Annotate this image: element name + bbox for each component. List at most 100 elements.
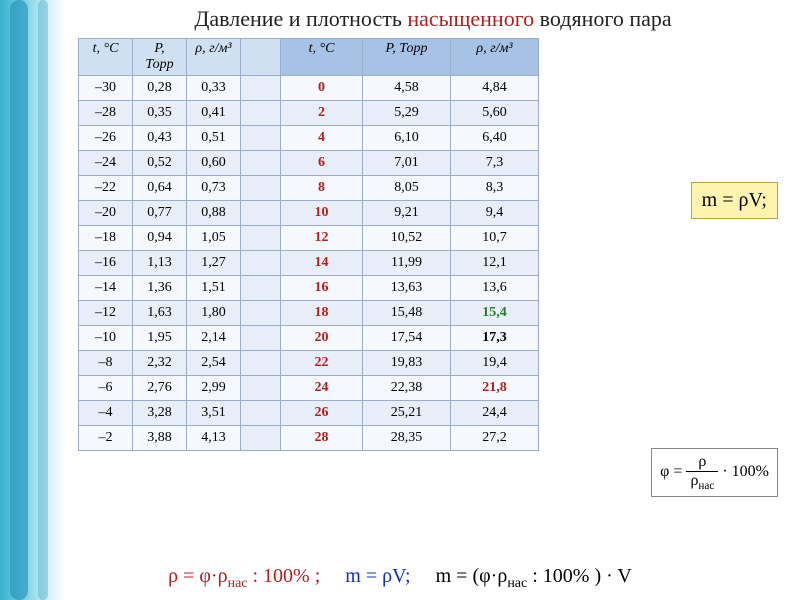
table-row: –220,640,7388,058,3 — [79, 176, 539, 201]
table-cell: 4,13 — [187, 426, 241, 451]
table-cell: 0,77 — [133, 201, 187, 226]
table-cell: 1,95 — [133, 326, 187, 351]
table-spacer-cell — [241, 401, 281, 426]
table-cell: 1,80 — [187, 301, 241, 326]
table-cell: 18 — [281, 301, 363, 326]
table-cell: 28 — [281, 426, 363, 451]
table-spacer-cell — [241, 126, 281, 151]
title-post: водяного пара — [534, 6, 671, 31]
table-cell: 3,28 — [133, 401, 187, 426]
table-spacer-cell — [241, 426, 281, 451]
table-cell: 16 — [281, 276, 363, 301]
table-cell: 10,52 — [363, 226, 451, 251]
table-row: –141,361,511613,6313,6 — [79, 276, 539, 301]
table-cell: 10 — [281, 201, 363, 226]
formula-rho: ρ = φ·ρнас : 100% ; — [168, 565, 320, 587]
table-cell: 21,8 — [451, 376, 539, 401]
col-rho2: ρ, г/м³ — [451, 39, 539, 76]
table-cell: 0,43 — [133, 126, 187, 151]
table-cell: 14 — [281, 251, 363, 276]
table-cell: 0,73 — [187, 176, 241, 201]
table-cell: 0,35 — [133, 101, 187, 126]
table-cell: –22 — [79, 176, 133, 201]
table-cell: 13,6 — [451, 276, 539, 301]
table-spacer-cell — [241, 301, 281, 326]
mass-formula: m = ρV; — [702, 189, 767, 211]
slide-content: Давление и плотность насыщенного водяног… — [78, 0, 788, 451]
table-cell: 1,27 — [187, 251, 241, 276]
table-cell: 17,54 — [363, 326, 451, 351]
table-cell: 11,99 — [363, 251, 451, 276]
mass-formula-box: m = ρV; — [691, 182, 778, 219]
table-cell: 12 — [281, 226, 363, 251]
table-row: –280,350,4125,295,60 — [79, 101, 539, 126]
table-row: –240,520,6067,017,3 — [79, 151, 539, 176]
col-p2: P, Торр — [363, 39, 451, 76]
table-cell: 9,4 — [451, 201, 539, 226]
table-row: –43,283,512625,2124,4 — [79, 401, 539, 426]
col-rho1: ρ, г/м³ — [187, 39, 241, 76]
table-cell: 6,10 — [363, 126, 451, 151]
table-cell: 6 — [281, 151, 363, 176]
table-cell: 7,3 — [451, 151, 539, 176]
table-spacer-cell — [241, 376, 281, 401]
table-header-row: t, °C P, Торр ρ, г/м³ t, °C P, Торр ρ, г… — [79, 39, 539, 76]
table-cell: 1,36 — [133, 276, 187, 301]
table-cell: 5,60 — [451, 101, 539, 126]
table-spacer-cell — [241, 276, 281, 301]
table-cell: –26 — [79, 126, 133, 151]
slide-title: Давление и плотность насыщенного водяног… — [78, 6, 788, 32]
table-cell: –4 — [79, 401, 133, 426]
table-cell: 4,58 — [363, 76, 451, 101]
table-cell: 25,21 — [363, 401, 451, 426]
table-cell: 8 — [281, 176, 363, 201]
table-cell: 26 — [281, 401, 363, 426]
table-cell: 7,01 — [363, 151, 451, 176]
table-cell: 1,51 — [187, 276, 241, 301]
bottom-formulas: ρ = φ·ρнас : 100% ; m = ρV; m = (φ·ρнас … — [0, 565, 800, 592]
table-spacer-cell — [241, 201, 281, 226]
table-cell: 0,60 — [187, 151, 241, 176]
table-cell: 0,28 — [133, 76, 187, 101]
table-row: –180,941,051210,5210,7 — [79, 226, 539, 251]
table-cell: 0,94 — [133, 226, 187, 251]
table-spacer-cell — [241, 326, 281, 351]
title-accent: насыщенного — [407, 6, 534, 31]
table-cell: –14 — [79, 276, 133, 301]
table-cell: –12 — [79, 301, 133, 326]
table-cell: –18 — [79, 226, 133, 251]
formula-m2: m = (φ·ρнас : 100% ) · V — [436, 565, 632, 587]
table-cell: 2,32 — [133, 351, 187, 376]
table-cell: 5,29 — [363, 101, 451, 126]
table-row: –260,430,5146,106,40 — [79, 126, 539, 151]
table-cell: 24 — [281, 376, 363, 401]
table-cell: 17,3 — [451, 326, 539, 351]
table-cell: 10,7 — [451, 226, 539, 251]
table-cell: –2 — [79, 426, 133, 451]
table-cell: 2 — [281, 101, 363, 126]
table-cell: 19,83 — [363, 351, 451, 376]
table-cell: 28,35 — [363, 426, 451, 451]
table-cell: 9,21 — [363, 201, 451, 226]
table-cell: 8,3 — [451, 176, 539, 201]
table-cell: 20 — [281, 326, 363, 351]
table-cell: 3,51 — [187, 401, 241, 426]
table-cell: 2,54 — [187, 351, 241, 376]
table-cell: 3,88 — [133, 426, 187, 451]
table-cell: 0,33 — [187, 76, 241, 101]
col-t1: t, °C — [79, 39, 133, 76]
phi-formula-box: φ = ρ ρнас · 100% — [651, 448, 778, 497]
title-pre: Давление и плотность — [194, 6, 407, 31]
table-cell: –16 — [79, 251, 133, 276]
table-cell: 4,84 — [451, 76, 539, 101]
table-cell: –8 — [79, 351, 133, 376]
table-row: –200,770,88109,219,4 — [79, 201, 539, 226]
table-cell: –24 — [79, 151, 133, 176]
table-spacer-cell — [241, 226, 281, 251]
table-spacer-cell — [241, 101, 281, 126]
table-cell: –28 — [79, 101, 133, 126]
table-cell: 22,38 — [363, 376, 451, 401]
table-spacer-cell — [241, 76, 281, 101]
table-cell: 8,05 — [363, 176, 451, 201]
vapor-table: t, °C P, Торр ρ, г/м³ t, °C P, Торр ρ, г… — [78, 38, 539, 451]
